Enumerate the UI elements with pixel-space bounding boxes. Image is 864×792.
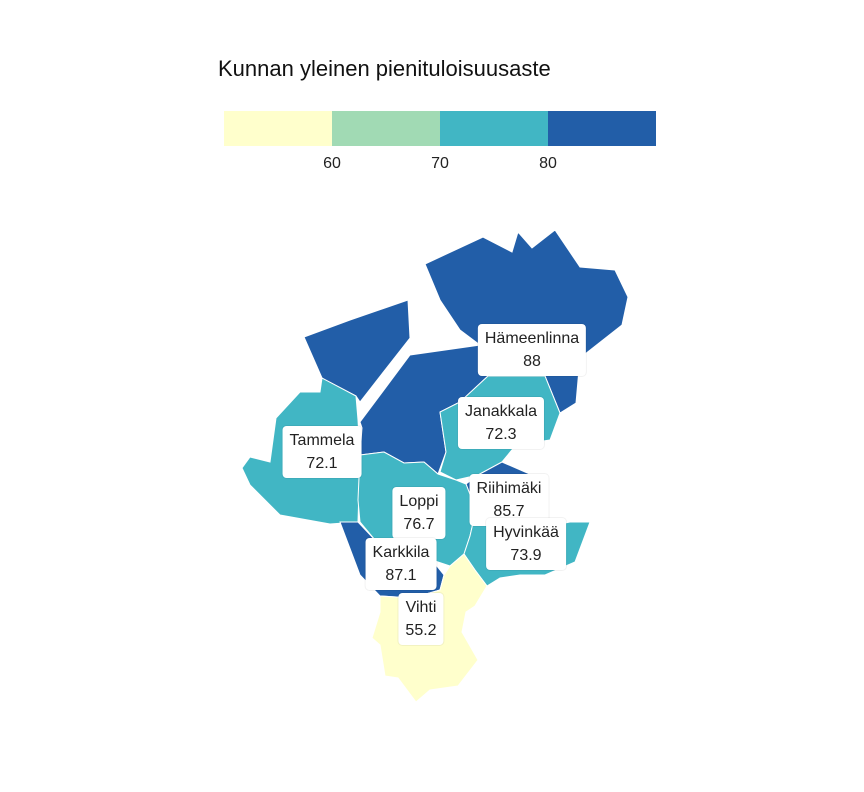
label-vihti: Vihti 55.2 <box>398 593 444 645</box>
legend-swatch-2 <box>332 111 440 146</box>
label-name: Tammela <box>289 432 355 449</box>
label-hyvinkaa: Hyvinkää 73.9 <box>486 518 566 570</box>
label-name: Hämeenlinna <box>484 330 580 347</box>
legend-tick-70: 70 <box>431 155 449 172</box>
label-riihimaki: Riihimäki 85.7 <box>469 474 549 526</box>
label-name: Riihimäki <box>476 480 542 497</box>
legend-tick-80: 80 <box>539 155 557 172</box>
legend-color-scale <box>224 111 656 146</box>
label-value: 88 <box>523 353 541 370</box>
label-value: 85.7 <box>493 503 525 520</box>
legend-swatch-1 <box>224 111 332 146</box>
label-hameenlinna: Hämeenlinna 88 <box>477 324 587 376</box>
label-name: Karkkila <box>372 544 430 561</box>
label-janakkala: Janakkala 72.3 <box>457 397 545 449</box>
label-value: 73.9 <box>510 547 542 564</box>
legend-swatch-3 <box>440 111 548 146</box>
label-value: 76.7 <box>403 516 435 533</box>
legend-swatch-4 <box>548 111 656 146</box>
label-name: Vihti <box>405 599 437 616</box>
label-name: Hyvinkää <box>493 524 559 541</box>
label-name: Janakkala <box>464 403 538 420</box>
label-value: 72.1 <box>306 455 338 472</box>
legend-title: Kunnan yleinen pienituloisuusaste <box>218 56 551 81</box>
label-name: Loppi <box>399 493 439 510</box>
label-value: 87.1 <box>385 567 417 584</box>
label-karkkila: Karkkila 87.1 <box>365 538 437 590</box>
label-value: 55.2 <box>405 622 437 639</box>
label-value: 72.3 <box>485 426 517 443</box>
label-tammela: Tammela 72.1 <box>282 426 362 478</box>
legend-tick-60: 60 <box>323 155 341 172</box>
label-loppi: Loppi 76.7 <box>392 487 446 539</box>
